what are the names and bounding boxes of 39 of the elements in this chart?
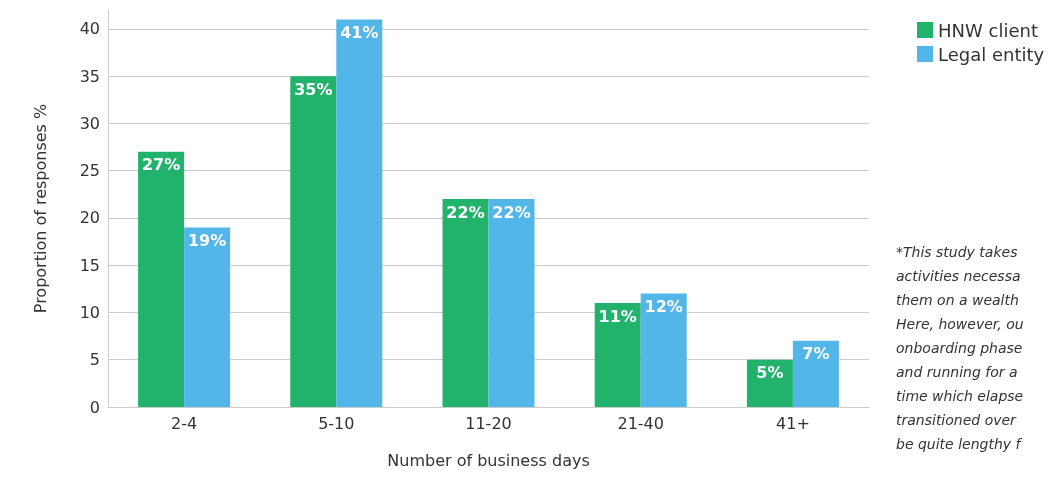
data-label: 22% [492, 202, 531, 222]
y-tick-label: 15 [79, 255, 100, 275]
bar [336, 19, 383, 407]
data-label: 22% [446, 202, 485, 222]
y-tick-label: 10 [79, 302, 100, 322]
y-tick-label: 25 [79, 161, 100, 181]
legend-label: HNW client [938, 19, 1038, 41]
x-tick-label: 2-4 [171, 413, 198, 433]
legend-label: Legal entity [938, 43, 1045, 65]
bar [640, 293, 687, 407]
x-tick-label: 11-20 [465, 413, 512, 433]
y-tick-label: 35 [79, 66, 100, 86]
x-tick-label: 21-40 [617, 413, 664, 433]
y-tick-label: 5 [89, 350, 100, 370]
bar [184, 227, 231, 407]
data-label: 12% [644, 297, 683, 317]
y-tick-label: 20 [79, 208, 100, 228]
bar [138, 151, 185, 407]
bar [488, 199, 535, 407]
bar [442, 199, 489, 407]
data-label: 35% [294, 79, 333, 99]
bar [290, 76, 337, 407]
bar [746, 359, 793, 407]
data-label: 27% [141, 155, 181, 175]
text: *This study takes activities necessa them on a wealth Here, however, ou onboarding phase and running for a time which elapse transitioned over be quite lengthy f [896, 244, 1024, 452]
bar [792, 340, 839, 407]
x-tick-label: 5-10 [318, 413, 355, 433]
bar [594, 303, 641, 407]
data-label: 11% [598, 306, 637, 326]
data-label: 41% [340, 22, 379, 42]
y-tick-label: 30 [79, 113, 100, 133]
data-label: 19% [187, 230, 227, 250]
y-axis-title: Proportion of responses % [30, 103, 50, 314]
data-label: 5% [756, 363, 784, 383]
x-tick-label: 41+ [776, 413, 810, 433]
x-axis-title: Number of business days [387, 450, 590, 470]
y-tick-label: 40 [79, 19, 100, 39]
y-tick-label: 0 [89, 397, 100, 417]
data-label: 7% [802, 344, 830, 364]
